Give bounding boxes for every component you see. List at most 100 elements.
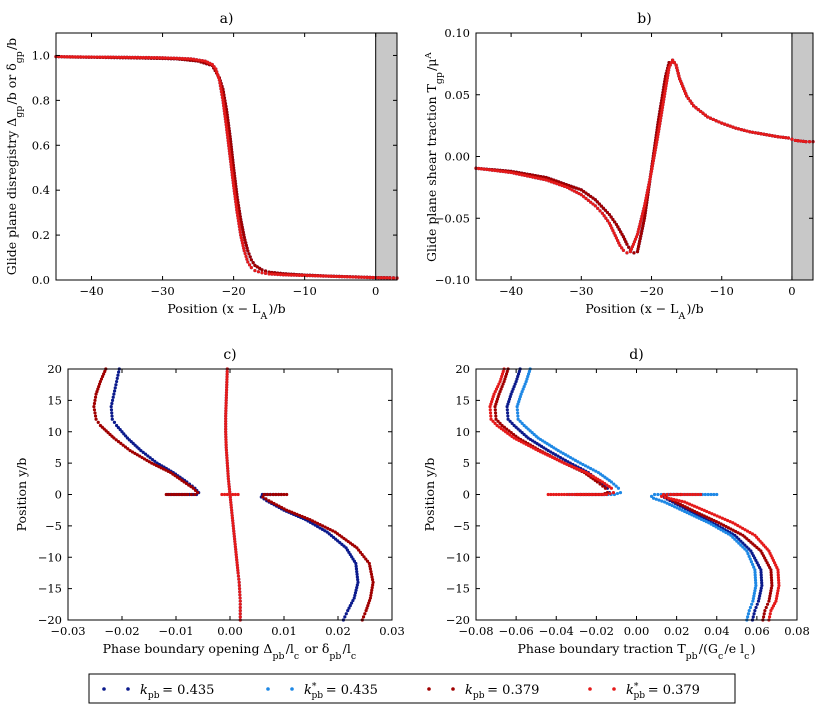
- y-tick-label: −15: [446, 582, 470, 596]
- curve-dot: [517, 397, 522, 401]
- data-point: [707, 521, 711, 525]
- curve-dot: [595, 200, 599, 204]
- curve-dot: [516, 374, 520, 379]
- curve-dot: [675, 66, 679, 70]
- curve-dot: [702, 518, 706, 523]
- curve-dot: [577, 187, 581, 191]
- curve-dot: [755, 602, 759, 606]
- curve-dot: [111, 55, 115, 59]
- curve-dot: [216, 72, 220, 77]
- curve-dot: [230, 173, 234, 177]
- curve-dot: [494, 414, 498, 418]
- curve-dot: [347, 606, 351, 610]
- curve-dot: [225, 370, 229, 374]
- curve-dot: [654, 497, 658, 501]
- curve-dot: [512, 384, 516, 389]
- curve-dot: [133, 55, 137, 59]
- data-point: [625, 242, 629, 246]
- curve-dot: [228, 152, 232, 156]
- curve-dot: [321, 524, 325, 528]
- curve-dot: [487, 168, 492, 172]
- data-point: [649, 169, 654, 173]
- curve-dot: [150, 55, 154, 60]
- curve-dot: [111, 395, 115, 399]
- series-2: [515, 367, 758, 622]
- curve-dot: [596, 206, 600, 210]
- data-point: [607, 212, 612, 217]
- curve-dot: [237, 222, 241, 226]
- curve-dot: [608, 224, 613, 228]
- data-point: [614, 236, 619, 240]
- y-tick-label: 15: [455, 393, 470, 407]
- data-point: [364, 608, 368, 613]
- curve-dot: [714, 525, 718, 529]
- curve-dot: [769, 589, 773, 593]
- curve-dot: [208, 61, 212, 65]
- data-point: [203, 59, 207, 63]
- curve-dot: [594, 469, 598, 473]
- curve-dot: [598, 479, 602, 483]
- curve-dot: [369, 593, 373, 598]
- curve-dot: [369, 569, 373, 574]
- curve-dot: [752, 594, 756, 598]
- curve-dot: [235, 563, 239, 567]
- x-tick-label: 0.06: [744, 624, 770, 638]
- curve-dot: [238, 615, 242, 619]
- curve-dot: [315, 521, 320, 525]
- curve-dot: [527, 369, 531, 374]
- curve-dot: [591, 202, 595, 206]
- curve-dot: [583, 464, 588, 468]
- data-point: [692, 104, 696, 108]
- curve-dot: [232, 189, 236, 193]
- curve-dot: [683, 505, 687, 509]
- curve-dot: [240, 241, 245, 245]
- curve-dot: [589, 194, 593, 199]
- curve-dot: [243, 252, 247, 256]
- data-point: [506, 417, 510, 421]
- curve-dot: [662, 95, 666, 99]
- curve-dot: [97, 384, 101, 389]
- curve-dot: [637, 242, 641, 246]
- data-point: [786, 136, 791, 140]
- data-point: [733, 533, 737, 537]
- curve-dot: [237, 583, 241, 588]
- curve-dot: [497, 382, 501, 386]
- data-point: [497, 392, 501, 396]
- data-point: [498, 379, 502, 384]
- data-point: [230, 508, 234, 512]
- data-point: [281, 273, 285, 277]
- y-tick-label: 15: [47, 393, 62, 407]
- curve-dot: [361, 615, 366, 619]
- curve-dot: [313, 520, 317, 524]
- curve-dot: [379, 276, 383, 280]
- curve-dot: [229, 162, 233, 167]
- curve-dot: [541, 175, 546, 179]
- curve-dot: [331, 535, 336, 539]
- curve-dot: [81, 55, 85, 59]
- data-point: [260, 268, 264, 272]
- curve-dot: [376, 276, 381, 280]
- curve-dot: [227, 123, 231, 128]
- curve-dot: [239, 236, 243, 240]
- data-point: [762, 132, 766, 136]
- curve-dot: [679, 79, 683, 83]
- curve-dot: [517, 369, 521, 374]
- curve-dot: [554, 492, 558, 497]
- curve-dot: [724, 524, 728, 529]
- y-tick-label: 0.6: [32, 138, 50, 152]
- y-tick-label: −20: [38, 613, 62, 627]
- data-point: [346, 608, 350, 613]
- curve-dot: [364, 557, 368, 561]
- data-point: [226, 477, 230, 481]
- y-tick-label: −10: [446, 550, 470, 564]
- y-tick-label: 0.8: [32, 93, 50, 107]
- curve-dot: [368, 567, 372, 571]
- legend-marker: [588, 687, 592, 691]
- curve-dot: [675, 506, 679, 510]
- curve-dot: [565, 462, 569, 466]
- curve-dot: [499, 377, 503, 381]
- curve-dot: [171, 472, 175, 476]
- curve-dot: [767, 615, 772, 619]
- data-point: [670, 58, 675, 62]
- curve-dot: [615, 491, 620, 496]
